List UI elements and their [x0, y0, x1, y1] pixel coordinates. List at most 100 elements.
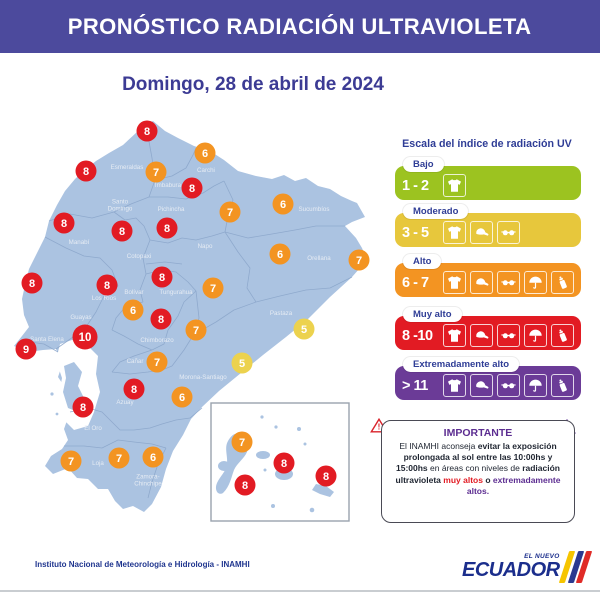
glasses-icon [497, 324, 520, 347]
province-label: Azuay [116, 399, 134, 406]
uv-level-bar: 8 -10 [395, 316, 581, 350]
forecast-date: Domingo, 28 de abril de 2024 [122, 74, 384, 95]
uv-level-label: Bajo [403, 157, 444, 172]
uv-badge [348, 249, 370, 271]
province-label: Santa Elena [30, 336, 64, 343]
uv-level-alto: Alto 6 - 7 [395, 254, 581, 297]
shirt-icon [443, 324, 466, 347]
uv-badge-value: 8 [189, 183, 195, 195]
uv-badge-value: 8 [242, 480, 248, 492]
sunscreen-icon [551, 374, 574, 397]
protection-icons [443, 266, 574, 294]
uv-badge [136, 120, 158, 142]
notice-text-segment: muy altos [443, 474, 483, 485]
notice-text-segment: radiación ultravioleta [395, 463, 560, 485]
important-body: El INAMHI aconseja evitar la exposición … [389, 441, 567, 497]
notice-text-segment: El INAMHI aconseja [399, 441, 478, 451]
sunscreen-icon [551, 271, 574, 294]
uv-badge [15, 338, 37, 360]
uv-badge [108, 447, 130, 469]
uv-badge [72, 396, 94, 418]
uv-level-bajo: Bajo 1 - 2 [395, 157, 581, 200]
uv-badge [234, 474, 256, 496]
bottom-divider [0, 590, 600, 592]
uv-level-moderado: Moderado 3 - 5 [395, 204, 581, 247]
uv-badge [171, 386, 193, 408]
province-label: Pichincha [158, 206, 185, 213]
uv-badge [122, 299, 144, 321]
uv-level-range: > 11 [402, 378, 428, 394]
uv-badge [293, 318, 315, 340]
uv-badge-value: 8 [158, 314, 164, 326]
uv-badges: 8 8 7 6 8 8 8 8 7 6 6 7 8 8 8 7 6 8 7 5 10 9 7 5 8 6 8 7 7 6 7 8 8 8 [15, 120, 370, 496]
uv-badge [272, 193, 294, 215]
uv-level-bar: 6 - 7 [395, 263, 581, 297]
uv-badge-value: 7 [68, 456, 74, 468]
page-title: PRONÓSTICO RADIACIÓN ULTRAVIOLETA [68, 13, 532, 39]
cap-icon [470, 271, 493, 294]
uv-level-bar: 3 - 5 [395, 213, 581, 247]
uv-level-label: Moderado [403, 204, 469, 219]
province-label: Morona-Santiago [179, 374, 227, 381]
uv-badge-value: 7 [116, 453, 122, 465]
uv-badge-value: 8 [131, 384, 137, 396]
uv-badge [181, 177, 203, 199]
uv-level-range: 1 - 2 [402, 178, 429, 194]
important-title: IMPORTANTE [443, 427, 513, 439]
uv-badge-value: 5 [239, 358, 245, 370]
uv-badge [231, 352, 253, 374]
umbrella-icon [524, 271, 547, 294]
province-label: Pastaza [270, 310, 293, 317]
uv-badge [315, 465, 337, 487]
uv-level-extremadamente-alto: Extremadamente alto > 11 [395, 357, 581, 400]
uv-level-muy-alto: Muy alto 8 -10 [395, 307, 581, 350]
uv-badge-value: 8 [159, 272, 165, 284]
province-label: Loja [92, 460, 104, 467]
uv-badge [75, 160, 97, 182]
islet [34, 295, 38, 299]
uv-badge [142, 446, 164, 468]
important-notice: IMPORTANTE El INAMHI aconseja evitar la … [381, 420, 575, 523]
province-label: Zamora-Chinchipe [134, 474, 162, 488]
protection-icons [443, 369, 574, 397]
islet [50, 392, 54, 396]
uv-badge [150, 308, 172, 330]
cap-icon [470, 221, 493, 244]
uv-badge-value: 6 [130, 305, 136, 317]
province-label: Cotopaxi [127, 253, 151, 260]
umbrella-icon [524, 374, 547, 397]
uv-badge [123, 378, 145, 400]
uv-badge [219, 201, 241, 223]
province-label: Santo Domingo [108, 199, 133, 213]
svg-text:!: ! [378, 423, 381, 432]
umbrella-icon [524, 324, 547, 347]
uv-badge [53, 212, 75, 234]
protection-icons [443, 169, 466, 197]
uv-level-label: Alto [403, 254, 442, 269]
uv-badge [96, 274, 118, 296]
uv-badge-value: 8 [144, 126, 150, 138]
uv-badge-value: 8 [29, 278, 35, 290]
province-label: Manabí [69, 239, 90, 246]
protection-icons [443, 319, 574, 347]
uv-scale-title: Escala del índice de radiación UV [402, 138, 572, 150]
shirt-icon [443, 374, 466, 397]
province-label: Carchi [197, 167, 215, 174]
glasses-icon [497, 374, 520, 397]
uv-badge [145, 161, 167, 183]
uv-badge-value: 8 [80, 402, 86, 414]
uv-level-range: 6 - 7 [402, 275, 429, 291]
uv-badge-value: 5 [301, 324, 307, 336]
sunscreen-icon [551, 324, 574, 347]
institution-name: Instituto Nacional de Meteorología e Hid… [35, 560, 250, 569]
province-label: El Oro [84, 425, 102, 432]
uv-badge-value: 6 [202, 148, 208, 160]
uv-badge [194, 142, 216, 164]
province-label: Napo [198, 243, 213, 250]
uv-badge [202, 277, 224, 299]
uv-badge-value: 7 [153, 167, 159, 179]
province-label: Tungurahua [159, 289, 193, 296]
province-label: Los Ríos [92, 295, 116, 302]
protection-icons [443, 216, 520, 244]
